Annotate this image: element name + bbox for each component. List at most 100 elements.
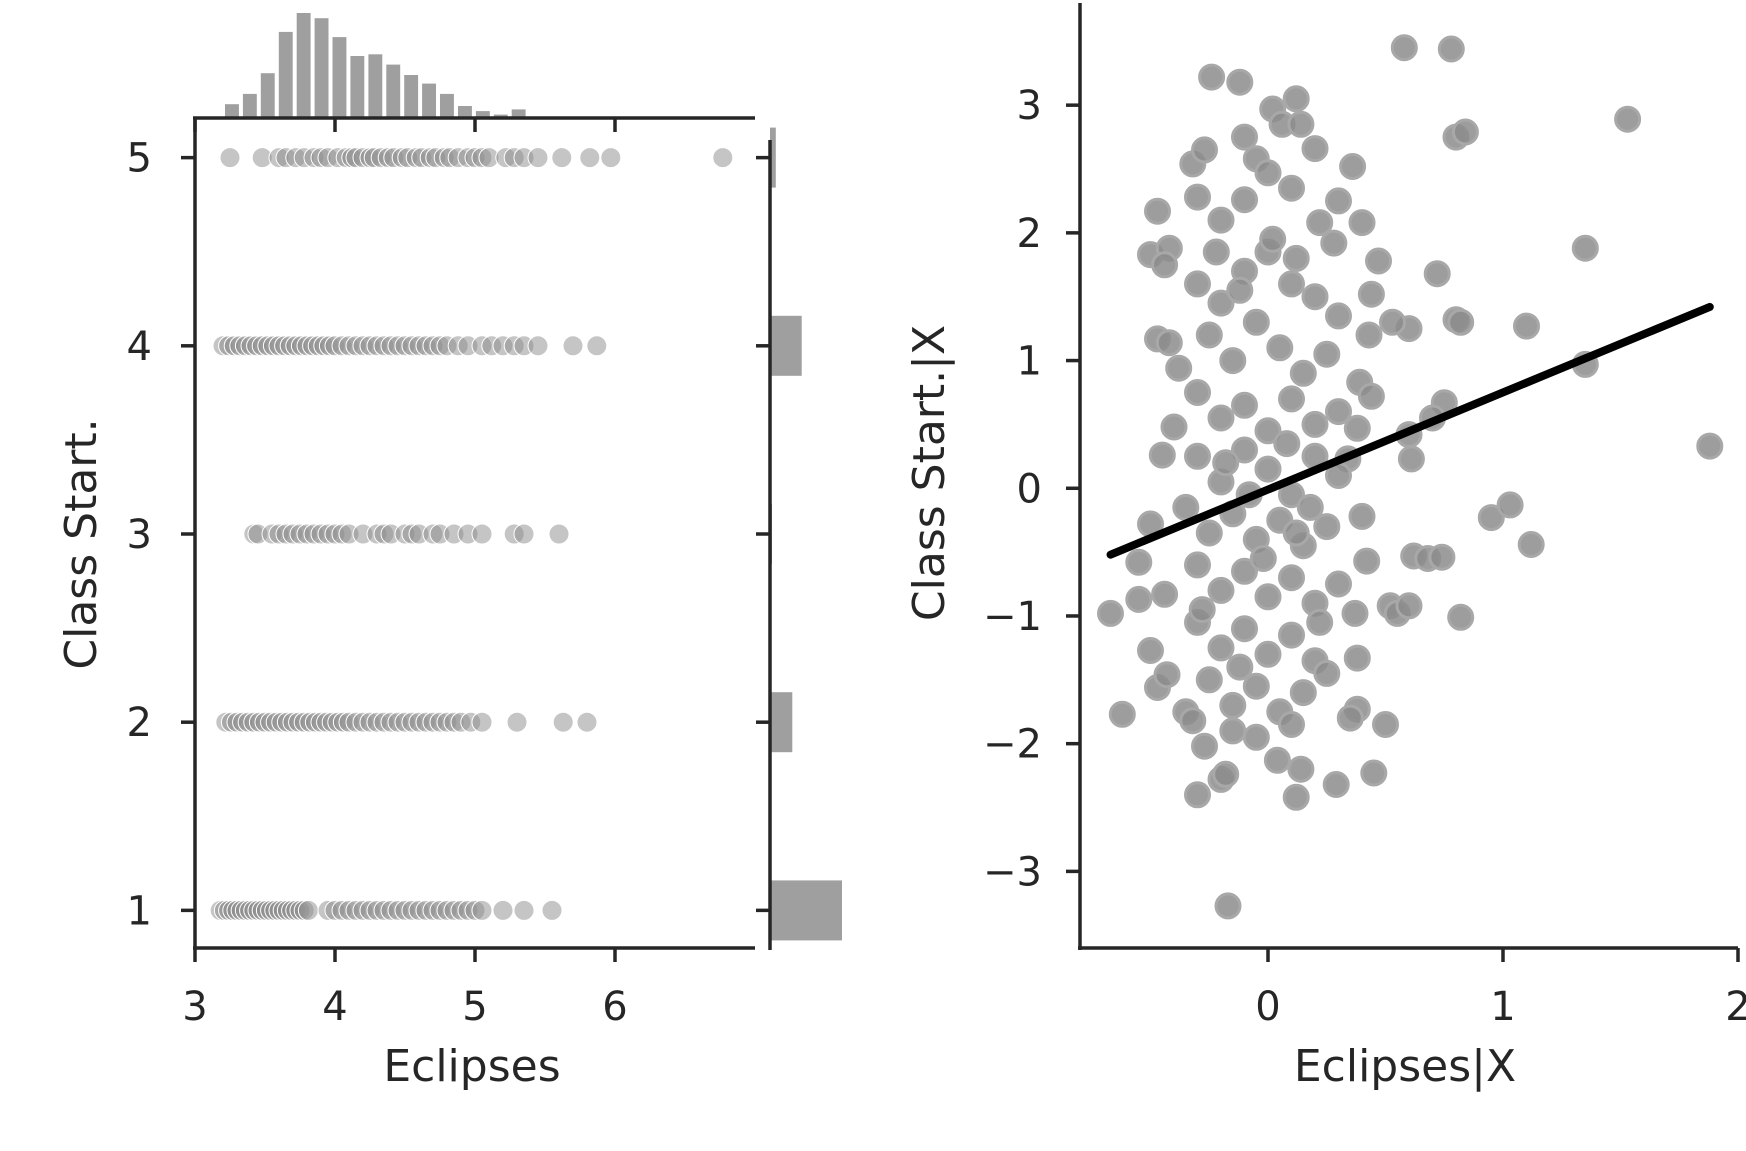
right-point: [1242, 308, 1270, 336]
right-point: [1278, 270, 1305, 298]
right-point: [1289, 679, 1317, 707]
left-point: [579, 147, 601, 169]
right-point: [1231, 186, 1258, 214]
top-histogram-bar: [260, 73, 275, 118]
right-point: [1447, 308, 1475, 336]
top-histogram-bar: [440, 93, 454, 118]
right-point: [1202, 238, 1230, 266]
right-point: [1322, 771, 1350, 798]
right-y-axis-label: Class Start.|X: [904, 325, 955, 621]
left-point: [541, 899, 563, 921]
right-point: [1278, 711, 1305, 738]
right-point: [1263, 746, 1291, 774]
right-axes: [1066, 3, 1740, 962]
right-point: [1278, 621, 1305, 649]
left-point: [471, 523, 493, 545]
left-point: [506, 711, 528, 733]
right-x-tick-label: 1: [1490, 984, 1515, 1030]
right-point: [1242, 672, 1270, 700]
right-point: [1395, 592, 1423, 620]
right-y-tick-label: 2: [1017, 211, 1042, 257]
right-point: [1188, 596, 1216, 624]
right-point: [1148, 441, 1176, 469]
right-point: [1254, 417, 1282, 445]
right-point: [1372, 711, 1399, 738]
right-point: [1137, 637, 1164, 664]
right-histogram-bar: [770, 315, 802, 376]
top-histogram-bar: [511, 109, 526, 118]
right-point: [1325, 570, 1352, 598]
right-point: [1195, 519, 1223, 547]
right-x-axis-label: Eclipses|X: [1294, 1041, 1516, 1092]
left-point: [712, 147, 734, 169]
right-point: [1151, 251, 1179, 279]
left-point: [552, 711, 574, 733]
right-point: [1278, 564, 1305, 592]
right-point: [1259, 225, 1287, 253]
right-point: [1348, 209, 1376, 237]
left-y-tick-label: 2: [127, 700, 152, 746]
left-point: [219, 147, 241, 169]
left-point: [471, 711, 493, 733]
left-x-tick-label: 6: [602, 984, 627, 1030]
left-point: [513, 523, 535, 545]
left-tick-labels: 3 4 5 6 1 2 3 4 5: [127, 136, 628, 1030]
right-histogram-bar: [770, 880, 842, 941]
right-point: [1282, 519, 1310, 547]
left-point: [551, 147, 573, 169]
right-point: [1179, 707, 1207, 735]
right-x-tick-label: 2: [1725, 984, 1746, 1030]
right-points: [1097, 34, 1724, 920]
right-point: [1343, 644, 1371, 672]
right-y-tick-label: −3: [983, 849, 1042, 895]
right-point: [1278, 174, 1305, 202]
right-point: [1160, 413, 1188, 441]
right-point: [1219, 691, 1247, 719]
right-point: [1144, 197, 1171, 225]
right-point: [1301, 410, 1329, 438]
right-point: [1207, 634, 1235, 662]
left-axes: [181, 116, 772, 962]
right-point: [1437, 35, 1465, 63]
top-histogram-bar: [422, 83, 436, 118]
right-point: [1360, 759, 1388, 787]
right-y-tick-label: 3: [1017, 83, 1042, 129]
left-point: [471, 899, 493, 921]
right-point: [1325, 187, 1352, 215]
left-point: [562, 335, 584, 357]
left-x-tick-label: 3: [182, 984, 207, 1030]
right-point: [1325, 302, 1352, 330]
right-point: [1325, 398, 1352, 426]
left-y-tick-label: 4: [127, 324, 152, 370]
left-point: [586, 335, 608, 357]
right-point: [1184, 442, 1211, 470]
right-point: [1357, 382, 1385, 410]
right-point: [1219, 717, 1247, 745]
right-point: [1517, 531, 1545, 558]
top-histogram-bar: [458, 106, 472, 118]
left-y-tick-label: 5: [127, 136, 152, 182]
right-point: [1212, 449, 1240, 477]
right-point: [1428, 543, 1456, 571]
left-point: [513, 899, 535, 921]
left-x-tick-label: 4: [322, 984, 347, 1030]
right-point: [1097, 599, 1124, 627]
right-point: [1195, 666, 1223, 694]
right-point: [1357, 280, 1385, 308]
right-point: [1195, 321, 1223, 349]
right-point: [1184, 551, 1211, 579]
right-point: [1155, 329, 1183, 357]
right-point: [1184, 183, 1211, 211]
right-x-tick-label: 0: [1255, 984, 1280, 1030]
left-top-histogram: [225, 13, 526, 119]
top-histogram-bar: [225, 104, 239, 118]
right-point: [1153, 661, 1181, 689]
top-histogram-bar: [404, 75, 419, 118]
left-point: [297, 899, 319, 921]
top-histogram-bar: [368, 54, 383, 118]
right-point: [1313, 659, 1341, 687]
right-point: [1242, 723, 1270, 751]
left-y-tick-label: 1: [127, 888, 152, 934]
regression-line: [1106, 302, 1714, 559]
